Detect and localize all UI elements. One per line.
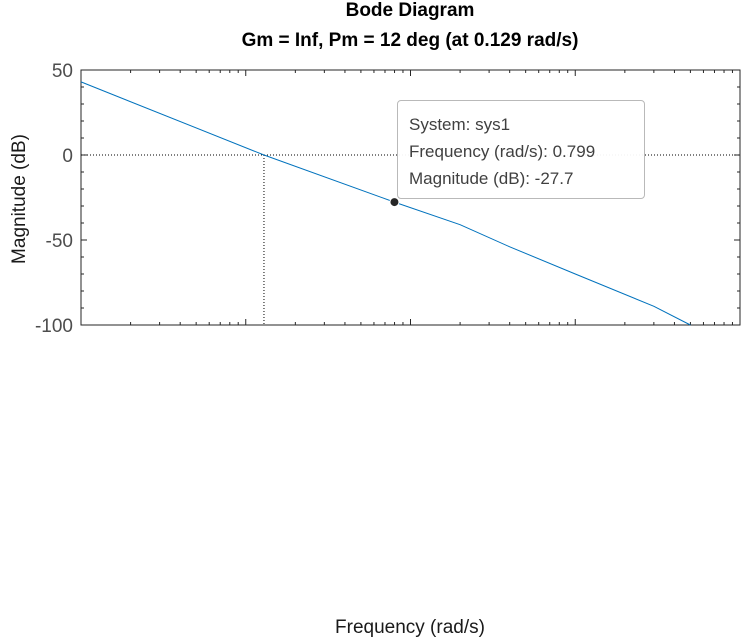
y-tick-label: -50	[46, 231, 73, 252]
y-tick-labels: 50 0 -50 -100	[35, 61, 73, 337]
datatip-frequency: Frequency (rad/s): 0.799	[409, 142, 596, 161]
y-tick-label: -100	[35, 316, 73, 337]
chart-subtitle: Gm = Inf, Pm = 12 deg (at 0.129 rad/s)	[241, 30, 579, 51]
y-tick-label: 50	[52, 61, 73, 82]
chart-title: Bode Diagram	[345, 0, 475, 21]
datatip-system: System: sys1	[409, 115, 511, 134]
y-tick-label: 0	[62, 146, 73, 167]
datatip-marker	[389, 197, 400, 208]
datatip-marker-layer	[389, 197, 400, 208]
datatip-magnitude: Magnitude (dB): -27.7	[409, 169, 574, 188]
datatip-box[interactable]: System: sys1 Frequency (rad/s): 0.799 Ma…	[397, 100, 645, 199]
magnitude-line	[80, 81, 691, 326]
x-axis-label: Frequency (rad/s)	[335, 617, 485, 638]
series-layer	[80, 81, 691, 326]
y-axis-label: Magnitude (dB)	[9, 134, 30, 264]
